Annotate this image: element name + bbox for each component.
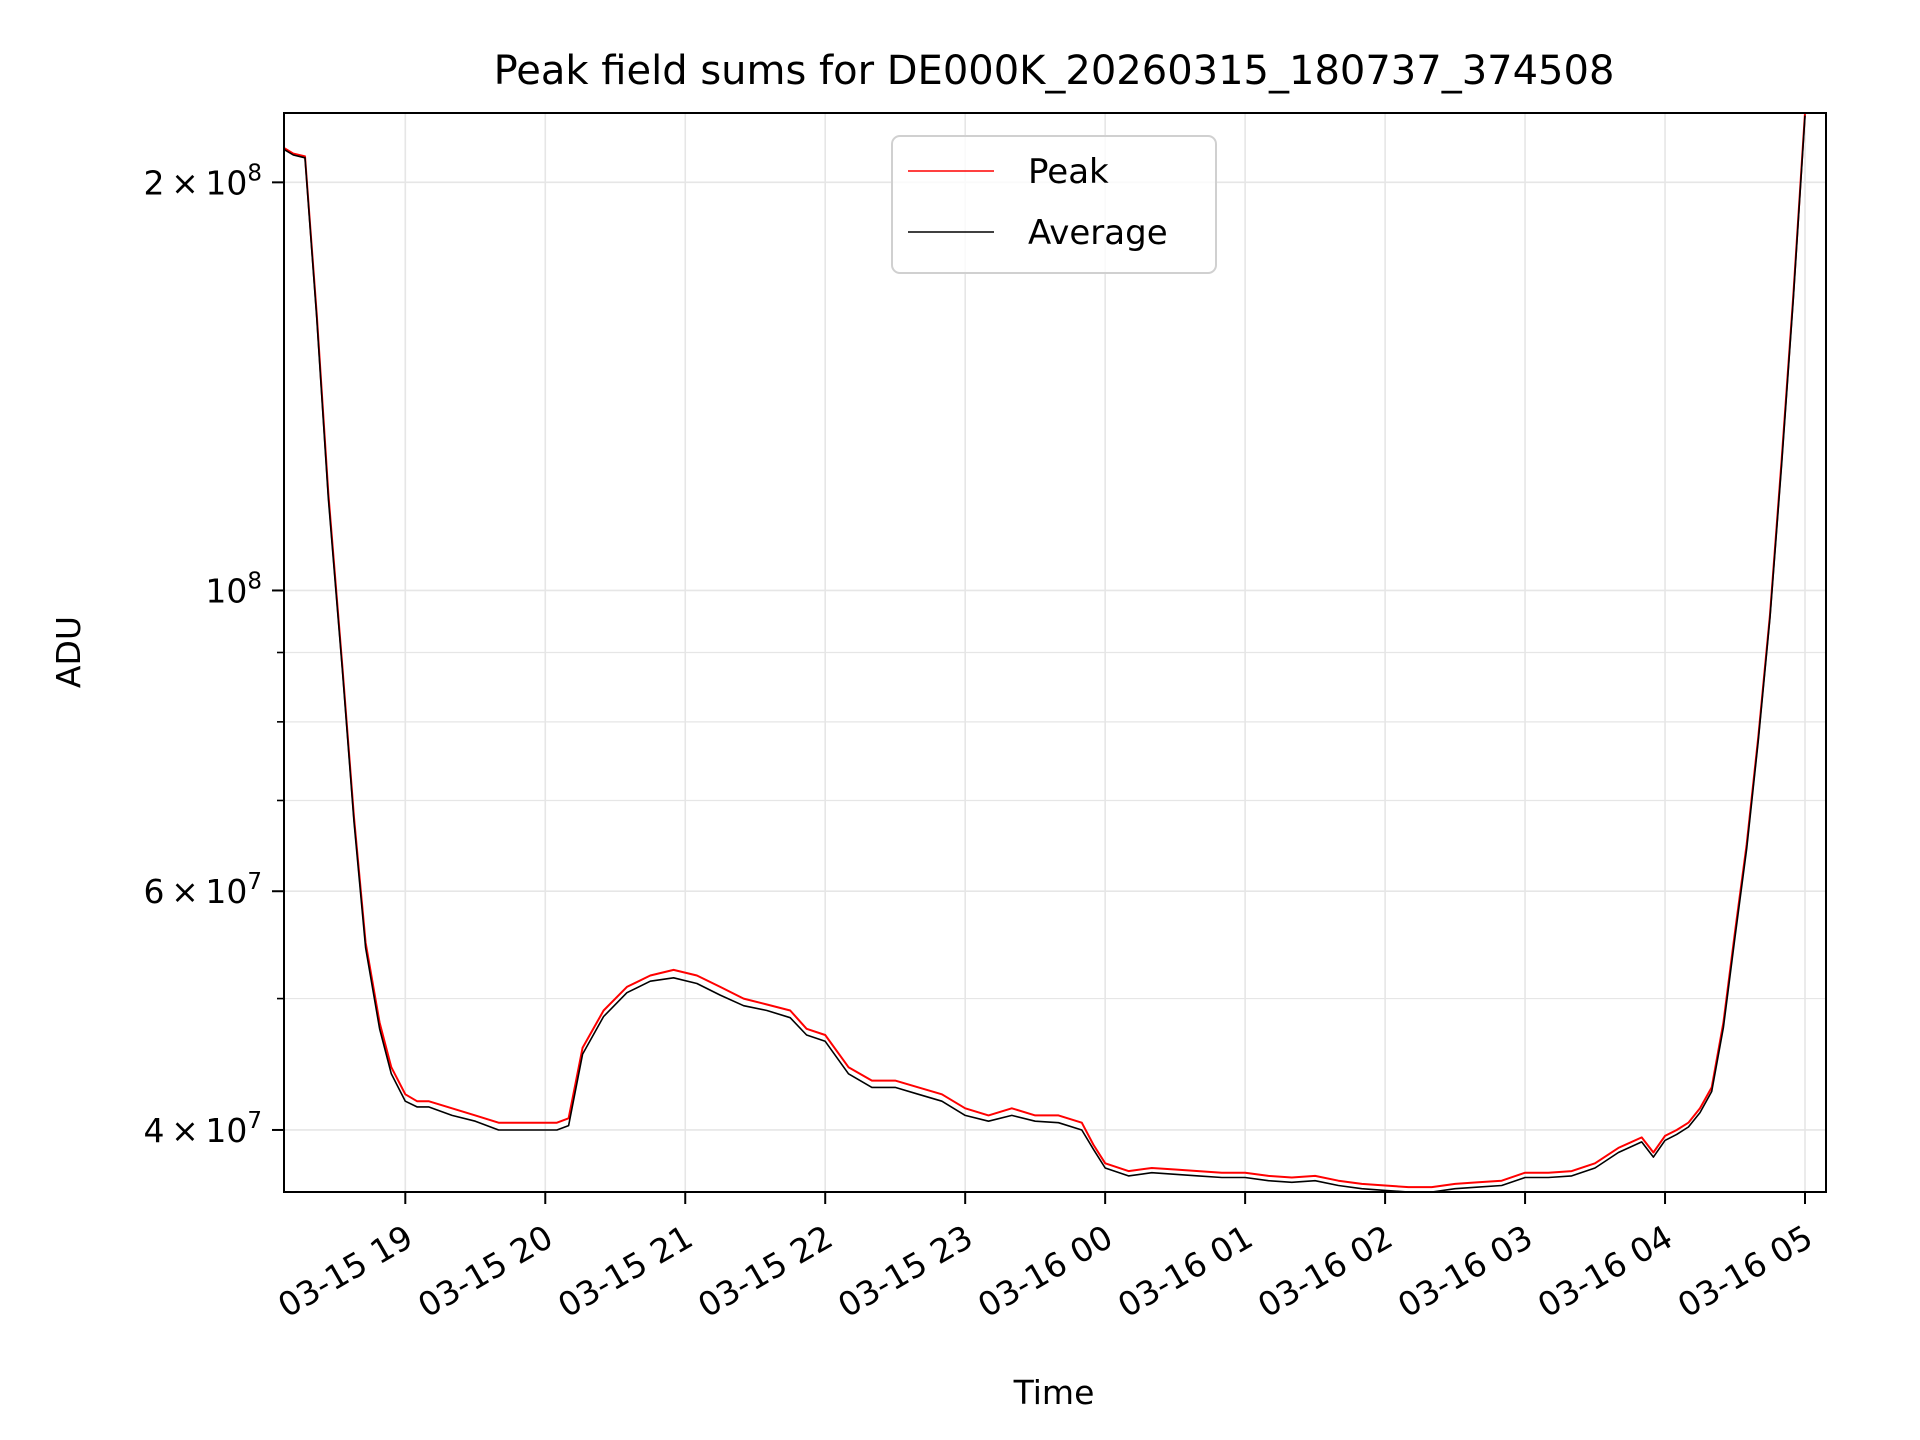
chart-title: Peak field sums for DE000K_20260315_1807… (494, 48, 1615, 94)
series-peak-line (284, 113, 1806, 1189)
y-tick-label: 2 × 108 (144, 160, 262, 202)
grid (284, 113, 1826, 1192)
y-tick-label: 6 × 107 (144, 869, 262, 911)
legend: Peak Average (891, 135, 1217, 274)
legend-label-average: Average (1028, 213, 1168, 253)
legend-label-peak: Peak (1028, 152, 1109, 192)
y-axis: 2 × 108 108 6 × 107 4 × 107 (144, 160, 284, 1150)
y-tick-label: 4 × 107 (144, 1108, 262, 1150)
y-axis-label: ADU (49, 616, 88, 688)
series-layer (284, 113, 1806, 1192)
y-tick-label: 108 (205, 568, 262, 610)
series-average-line (284, 115, 1806, 1192)
x-axis-label: Time (1013, 1373, 1095, 1412)
